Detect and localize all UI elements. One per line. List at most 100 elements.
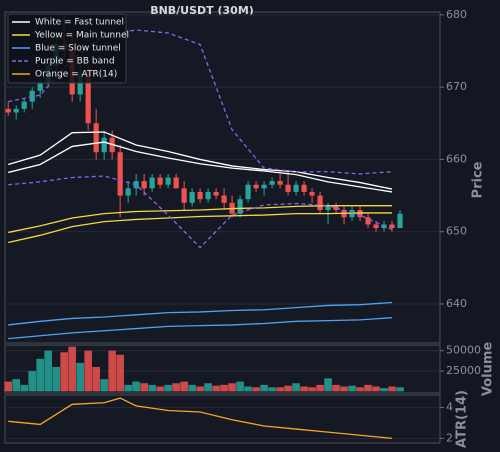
volume-bar xyxy=(52,366,60,392)
candle-body xyxy=(77,72,83,95)
volume-bar xyxy=(12,379,20,392)
candle-body xyxy=(333,206,339,211)
atr-line xyxy=(8,397,393,440)
overlay-line xyxy=(8,205,393,234)
candle-body xyxy=(357,210,363,218)
volume-bar xyxy=(156,386,164,392)
volume-bar xyxy=(188,384,196,392)
volume-bar xyxy=(140,383,148,392)
overlay-line xyxy=(8,301,393,326)
candle-body xyxy=(157,177,163,185)
volume-bar xyxy=(268,387,276,392)
candle-body xyxy=(285,184,291,192)
volume-bar xyxy=(396,387,404,392)
candle-body xyxy=(309,191,315,196)
candle-body xyxy=(189,191,195,203)
overlay-line xyxy=(8,131,393,190)
candle-body xyxy=(173,177,179,189)
candle-body xyxy=(237,199,243,214)
candle-body xyxy=(205,191,211,200)
y-tick-label: 2 xyxy=(446,431,453,444)
volume-bar xyxy=(132,381,140,392)
volume-bar xyxy=(28,371,36,392)
candle-body xyxy=(5,108,11,113)
volume-bar xyxy=(76,362,84,392)
volume-axis-label: Volume xyxy=(481,342,496,397)
volume-bar xyxy=(60,352,68,392)
y-tick-label: 50000 xyxy=(446,344,481,357)
volume-bar xyxy=(228,383,236,392)
volume-bar xyxy=(308,387,316,392)
legend-label: Purple = BB band xyxy=(35,57,115,67)
volume-bar xyxy=(260,384,268,392)
candle-body xyxy=(165,177,171,185)
volume-bar xyxy=(332,384,340,392)
candle-body xyxy=(101,137,107,153)
y-tick-label: 640 xyxy=(446,297,467,310)
y-tick-label: 650 xyxy=(446,225,467,238)
volume-bar xyxy=(292,383,300,392)
candle-body xyxy=(13,108,19,113)
candle-body xyxy=(245,184,251,200)
volume-bar xyxy=(324,378,332,392)
y-tick-label: 680 xyxy=(446,8,467,21)
y-tick-label: 4 xyxy=(446,400,453,413)
volume-bar xyxy=(220,384,228,392)
candle-body xyxy=(317,195,323,211)
volume-bar xyxy=(372,386,380,392)
candle-body xyxy=(293,184,299,192)
y-axis-label: Price xyxy=(471,161,486,198)
volume-bar xyxy=(196,386,204,392)
candle-body xyxy=(261,184,267,189)
volume-bar xyxy=(276,387,284,392)
candle-body xyxy=(197,191,203,200)
y-tick-label: 25000 xyxy=(446,364,481,377)
volume-bar xyxy=(116,354,124,392)
y-tick-label: 660 xyxy=(446,152,467,165)
volume-bar xyxy=(20,384,28,392)
candle-body xyxy=(269,181,275,185)
candle-body xyxy=(181,188,187,203)
volume-bar xyxy=(4,381,12,392)
overlay-line xyxy=(8,212,393,244)
volume-bar xyxy=(300,386,308,392)
candle-body xyxy=(85,72,91,124)
volume-bar xyxy=(148,384,156,392)
volume-bar xyxy=(284,385,292,392)
volume-bar xyxy=(252,387,260,392)
candle-body xyxy=(213,191,219,196)
volume-bar xyxy=(388,386,396,392)
volume-bar xyxy=(44,350,52,392)
candle-body xyxy=(365,217,371,225)
candle-body xyxy=(277,181,283,185)
volume-bar xyxy=(172,383,180,392)
candle-body xyxy=(93,123,99,153)
volume-bar xyxy=(244,386,252,392)
volume-bar xyxy=(356,387,364,392)
candle-body xyxy=(141,181,147,189)
overlay-line xyxy=(8,141,393,193)
candle-body xyxy=(37,83,43,91)
volume-bar xyxy=(108,350,116,392)
volume-bar xyxy=(92,366,100,392)
candle-body xyxy=(325,206,331,211)
overlay-line xyxy=(8,317,393,340)
volume-bar xyxy=(124,384,132,392)
candle-body xyxy=(397,213,403,229)
candle-body xyxy=(117,152,123,196)
volume-bar xyxy=(236,381,244,392)
volume-bar xyxy=(348,385,356,392)
legend-label: White = Fast tunnel xyxy=(35,18,124,28)
volume-bar xyxy=(36,358,44,392)
legend-label: Blue = Slow tunnel xyxy=(35,44,121,54)
y-tick-label: 670 xyxy=(446,80,467,93)
candle-body xyxy=(253,184,259,189)
volume-bar xyxy=(340,386,348,392)
volume-bar xyxy=(68,346,76,392)
volume-bar xyxy=(100,379,108,392)
candle-body xyxy=(149,177,155,189)
volume-bar xyxy=(84,350,92,392)
candle-body xyxy=(221,195,227,203)
candle-body xyxy=(373,224,379,229)
